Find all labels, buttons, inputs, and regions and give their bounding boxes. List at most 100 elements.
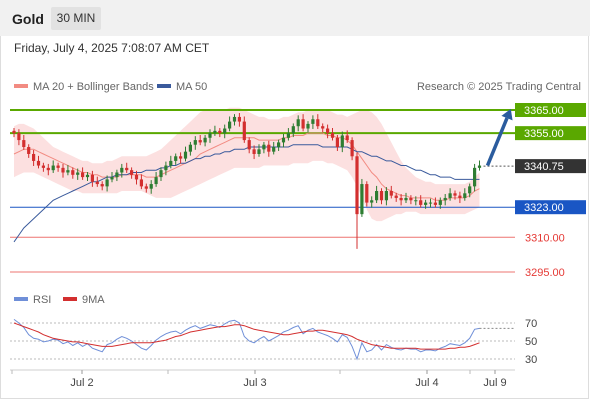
x-tick-label: Jul 2 — [70, 377, 93, 389]
candle-body — [36, 160, 41, 166]
candle-body — [257, 149, 261, 154]
legend-swatch-ma50 — [157, 84, 171, 88]
candle-body — [90, 174, 94, 182]
candle-body — [433, 202, 437, 205]
bollinger-band-area — [14, 107, 480, 222]
candle-body — [399, 197, 403, 201]
rsi-panel: 70 50 30 — [10, 318, 537, 366]
candle-body — [193, 140, 197, 145]
candle-body — [286, 133, 290, 138]
candle-body — [32, 153, 36, 161]
candle-body — [56, 165, 60, 168]
candle-body — [139, 179, 143, 187]
x-tick-label: Jul 3 — [243, 377, 266, 389]
candle-body — [17, 133, 21, 141]
legend-swatch-rsi-ma — [63, 297, 77, 301]
candle-body — [267, 144, 271, 152]
candle-body — [183, 151, 188, 159]
candle-body — [144, 186, 148, 189]
moving-averages — [13, 132, 480, 243]
candle-body — [188, 144, 192, 152]
ma50-line — [13, 144, 480, 243]
candle-body — [375, 191, 379, 201]
candle-body — [326, 128, 330, 134]
candle-body — [164, 165, 168, 171]
candle-body — [394, 195, 398, 198]
candle-body — [252, 149, 256, 154]
x-tick-label: Jul 4 — [415, 377, 438, 389]
legend-bollinger: MA 20 + Bollinger Bands — [33, 81, 154, 93]
candle-body — [458, 195, 462, 198]
candle-body — [335, 137, 339, 148]
candle-body — [448, 193, 452, 198]
candle-body — [473, 167, 477, 187]
candle-body — [428, 202, 433, 204]
candle-body — [213, 130, 217, 134]
candle-body — [355, 156, 359, 215]
datetime-label: Friday, July 4, 2025 7:08:07 AM CET — [14, 41, 210, 55]
candle-body — [389, 191, 393, 196]
rsi-line — [13, 318, 480, 361]
candle-body — [262, 144, 266, 150]
price-tag-current — [515, 159, 586, 174]
candle-body — [384, 191, 388, 201]
price-label-support: 3295.00 — [525, 267, 565, 279]
forecast-arrow-head — [501, 108, 513, 121]
price-tag-resistance — [515, 103, 586, 117]
candle-body — [27, 147, 31, 154]
candle-body — [149, 184, 153, 189]
candle-body — [228, 121, 232, 129]
candle-body — [120, 167, 124, 173]
forecast-arrow-shaft — [485, 117, 509, 167]
candle-body — [365, 184, 369, 203]
candle-body — [179, 156, 183, 159]
header-bar: Gold 30 MIN — [0, 0, 590, 36]
candle-body — [105, 179, 109, 187]
candle-body — [46, 167, 50, 171]
candle-body — [370, 200, 374, 203]
candle-body — [154, 177, 158, 185]
candle-body — [76, 172, 80, 175]
candle-body — [379, 191, 384, 201]
candle-body — [134, 174, 139, 180]
ma20-line — [13, 132, 480, 201]
price-tag-label-pivot: 3323.00 — [524, 202, 564, 214]
rsi-legend: RSI 9MA — [14, 294, 105, 306]
candle-body — [291, 126, 295, 134]
candle-body — [198, 140, 202, 143]
candle-body — [296, 119, 300, 127]
legend: MA 20 + Bollinger Bands MA 50 Research ©… — [14, 81, 581, 93]
candle-body — [223, 128, 227, 134]
price-tag-pivot — [515, 200, 586, 215]
candle-body — [22, 140, 26, 148]
candle-body — [71, 170, 75, 175]
candle-body — [316, 119, 320, 127]
candle-body — [301, 119, 305, 129]
candle-body — [350, 140, 354, 157]
candlesticks — [12, 113, 482, 249]
candle-body — [345, 135, 349, 141]
candle-body — [41, 165, 45, 168]
candle-body — [247, 140, 251, 150]
instrument-title: Gold — [12, 11, 44, 27]
rsi-tick-label: 50 — [525, 336, 537, 348]
candle-body — [51, 165, 55, 171]
candle-body — [281, 137, 286, 143]
legend-rsi-ma: 9MA — [82, 294, 105, 306]
timeframe-badge[interactable]: 30 MIN — [51, 7, 101, 30]
candle-body — [438, 200, 442, 205]
chart-frame — [0, 36, 589, 399]
price-tag-label-current: 3340.75 — [524, 161, 564, 173]
candle-body — [169, 160, 173, 166]
candle-body — [232, 116, 237, 122]
candle-body — [306, 123, 310, 129]
bollinger-bands — [14, 107, 480, 222]
legend-credit: Research © 2025 Trading Central — [417, 81, 581, 93]
candle-body — [237, 116, 241, 122]
rsi-tick-label: 70 — [525, 318, 537, 330]
candle-body — [12, 130, 16, 134]
legend-rsi: RSI — [33, 294, 51, 306]
legend-ma50: MA 50 — [176, 81, 207, 93]
candle-body — [311, 119, 315, 124]
